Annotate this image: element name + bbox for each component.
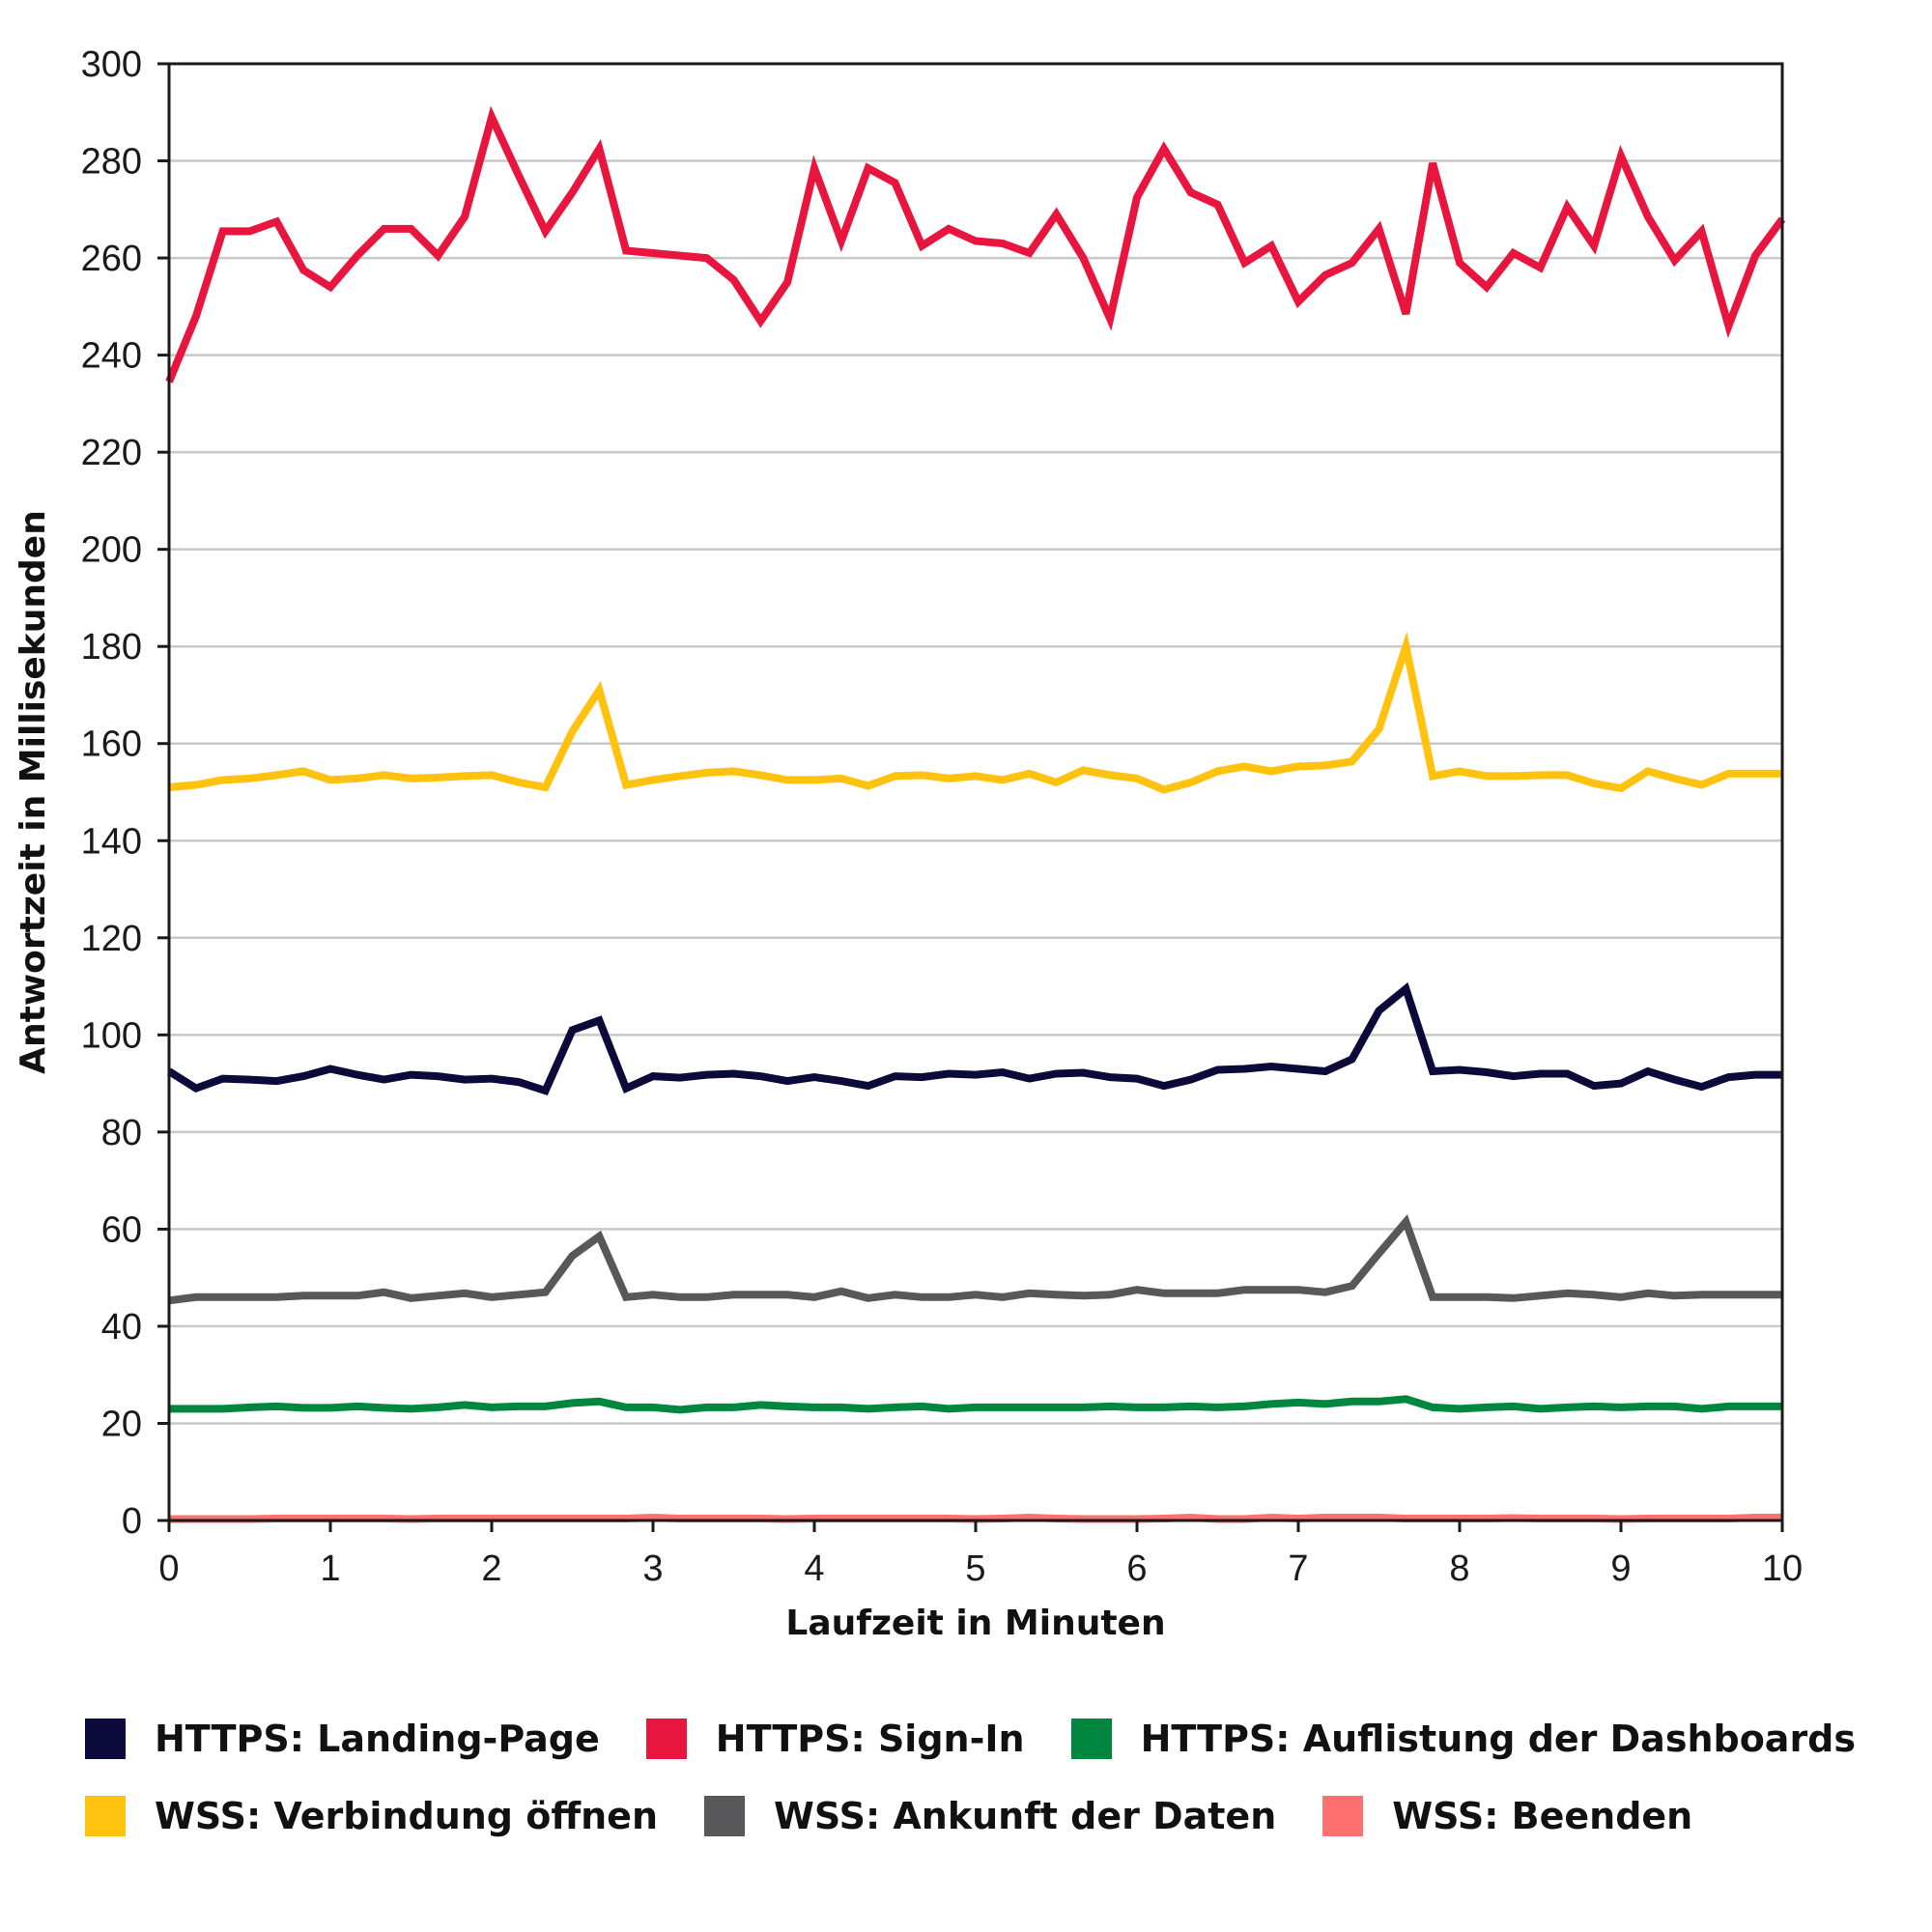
legend-swatch (1322, 1796, 1364, 1836)
legend-item-beenden: WSS: Beenden (1322, 1795, 1692, 1837)
legend-row: HTTPS: Landing-Page HTTPS: Sign-In HTTPS… (85, 1700, 1920, 1777)
y-tick-label: 140 (81, 821, 142, 862)
legend-item-ankunft: WSS: Ankunft der Daten (704, 1795, 1276, 1837)
legend-label: HTTPS: Sign-In (715, 1718, 1025, 1760)
legend-swatch (85, 1796, 126, 1836)
legend-label: WSS: Beenden (1392, 1795, 1693, 1837)
y-axis-title: Antwortzeit in Millisekunden (14, 510, 53, 1074)
series-line-1 (165, 105, 1786, 384)
legend-swatch (85, 1719, 126, 1759)
legend-swatch (704, 1796, 745, 1836)
x-tick-label: 8 (1449, 1548, 1469, 1589)
series-line-4 (168, 1214, 1782, 1305)
x-tick-label: 3 (642, 1548, 663, 1589)
legend-item-dashboards: HTTPS: Auflistung der Dashboards (1070, 1718, 1857, 1760)
y-tick-label: 240 (81, 336, 142, 377)
y-tick-label: 20 (101, 1404, 142, 1444)
legend-label: HTTPS: Auflistung der Dashboards (1140, 1718, 1857, 1760)
series-line-3 (168, 631, 1782, 794)
legend-item-verbindung: WSS: Verbindung öffnen (85, 1795, 658, 1837)
legend: HTTPS: Landing-Page HTTPS: Sign-In HTTPS… (85, 1700, 1920, 1874)
x-tick-label: 5 (965, 1548, 985, 1589)
legend-item-sign-in: HTTPS: Sign-In (645, 1718, 1025, 1760)
y-tick-label: 160 (81, 724, 142, 765)
y-tick-label: 280 (81, 142, 142, 183)
x-tick-label: 4 (804, 1548, 824, 1589)
x-tick-label: 2 (481, 1548, 501, 1589)
legend-row: WSS: Verbindung öffnen WSS: Ankunft der … (85, 1777, 1920, 1855)
y-tick-label: 40 (101, 1307, 142, 1348)
grid-lines (169, 159, 1782, 1425)
legend-swatch (1070, 1719, 1112, 1759)
y-tick-label: 220 (81, 433, 142, 473)
x-tick-label: 10 (1762, 1548, 1803, 1589)
x-tick-label: 0 (158, 1548, 179, 1589)
y-tick-label: 200 (81, 530, 142, 571)
series-line-2 (169, 1395, 1782, 1414)
line-chart: 0204060801001201401601802002202402602803… (14, 44, 1803, 1643)
x-tick-label: 9 (1610, 1548, 1631, 1589)
x-tick-label: 7 (1288, 1548, 1308, 1589)
y-tick-label: 300 (81, 44, 142, 85)
legend-label: WSS: Ankunft der Daten (774, 1795, 1277, 1837)
legend-label: HTTPS: Landing-Page (155, 1718, 600, 1760)
y-tick-label: 260 (81, 239, 142, 279)
series-lines (165, 105, 1786, 1523)
y-axis-ticks: 0 20 40 60 80 100 120 140 160 180 200 220 240 260 280 3… (81, 44, 169, 1542)
legend-swatch (645, 1719, 687, 1759)
x-tick-label: 1 (320, 1548, 340, 1589)
series-line-0 (166, 981, 1782, 1096)
x-axis-ticks: 0 1 2 3 4 5 6 7 8 9 10 (158, 1520, 1803, 1589)
y-tick-label: 0 (122, 1501, 142, 1542)
y-tick-label: 100 (81, 1015, 142, 1056)
y-tick-label: 80 (101, 1113, 142, 1153)
legend-item-landing-page: HTTPS: Landing-Page (85, 1718, 600, 1760)
y-tick-label: 60 (101, 1209, 142, 1250)
legend-label: WSS: Verbindung öffnen (155, 1795, 658, 1837)
x-tick-label: 6 (1126, 1548, 1147, 1589)
y-tick-label: 180 (81, 627, 142, 668)
x-axis-title: Laufzeit in Minuten (785, 1604, 1165, 1643)
series-line-5 (169, 1513, 1782, 1523)
y-tick-label: 120 (81, 919, 142, 959)
